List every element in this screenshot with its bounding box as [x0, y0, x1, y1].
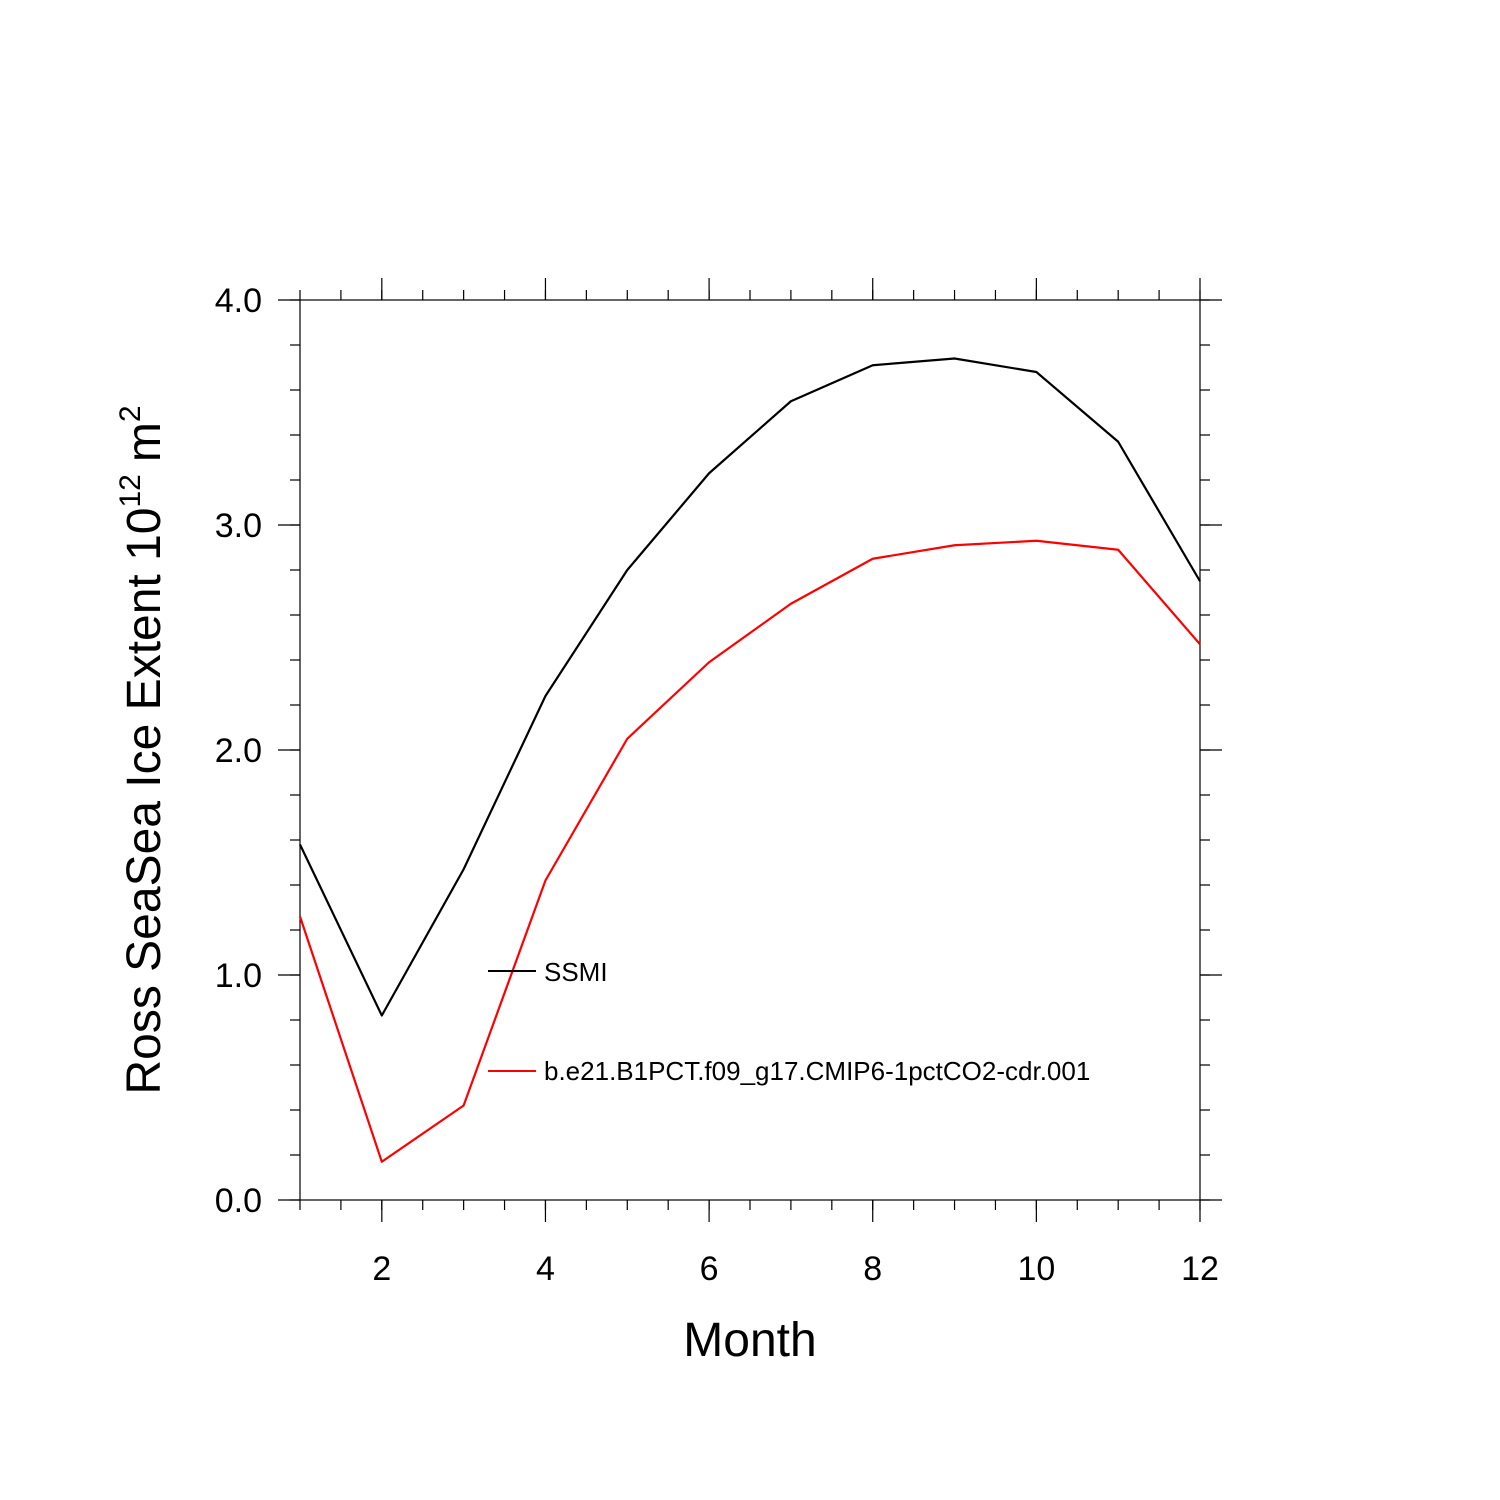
y-axis-title-unit: m — [118, 422, 171, 462]
y-tick-label: 0.0 — [215, 1182, 262, 1220]
y-axis-title-unit-exponent: 2 — [114, 405, 147, 422]
axis-tick-labels: 2 4 6 8 10 12 0.0 1.0 2.0 3.0 4.0 — [215, 282, 1219, 1288]
x-tick-label: 4 — [536, 1250, 555, 1288]
series-line-model — [298, 539, 1201, 1163]
x-tick-label: 10 — [1017, 1250, 1055, 1288]
y-axis-title-exponent: 12 — [114, 474, 147, 507]
series-lines — [298, 357, 1201, 1163]
y-tick-label: 3.0 — [215, 507, 262, 545]
legend-label-model: b.e21.B1PCT.f09_g17.CMIP6-1pctCO2-cdr.00… — [544, 1056, 1090, 1086]
y-tick-label: 2.0 — [215, 732, 262, 770]
y-axis-title-text: Ross SeaSea Ice Extent 10 — [118, 508, 171, 1095]
y-axis-title: Ross SeaSea Ice Extent 1012 m2 — [114, 405, 171, 1094]
x-tick-label: 2 — [372, 1250, 391, 1288]
legend-label-ssmi: SSMI — [544, 957, 608, 987]
x-tick-label: 8 — [863, 1250, 882, 1288]
x-axis-title: Month — [683, 1314, 816, 1367]
series-line-ssmi — [299, 357, 1201, 1017]
y-tick-label: 1.0 — [215, 957, 262, 995]
x-tick-label: 6 — [700, 1250, 719, 1288]
legend: SSMI b.e21.B1PCT.f09_g17.CMIP6-1pctCO2-c… — [488, 957, 1090, 1086]
axis-ticks — [278, 278, 1222, 1222]
x-tick-label: 12 — [1181, 1250, 1219, 1288]
y-tick-label: 4.0 — [215, 282, 262, 320]
